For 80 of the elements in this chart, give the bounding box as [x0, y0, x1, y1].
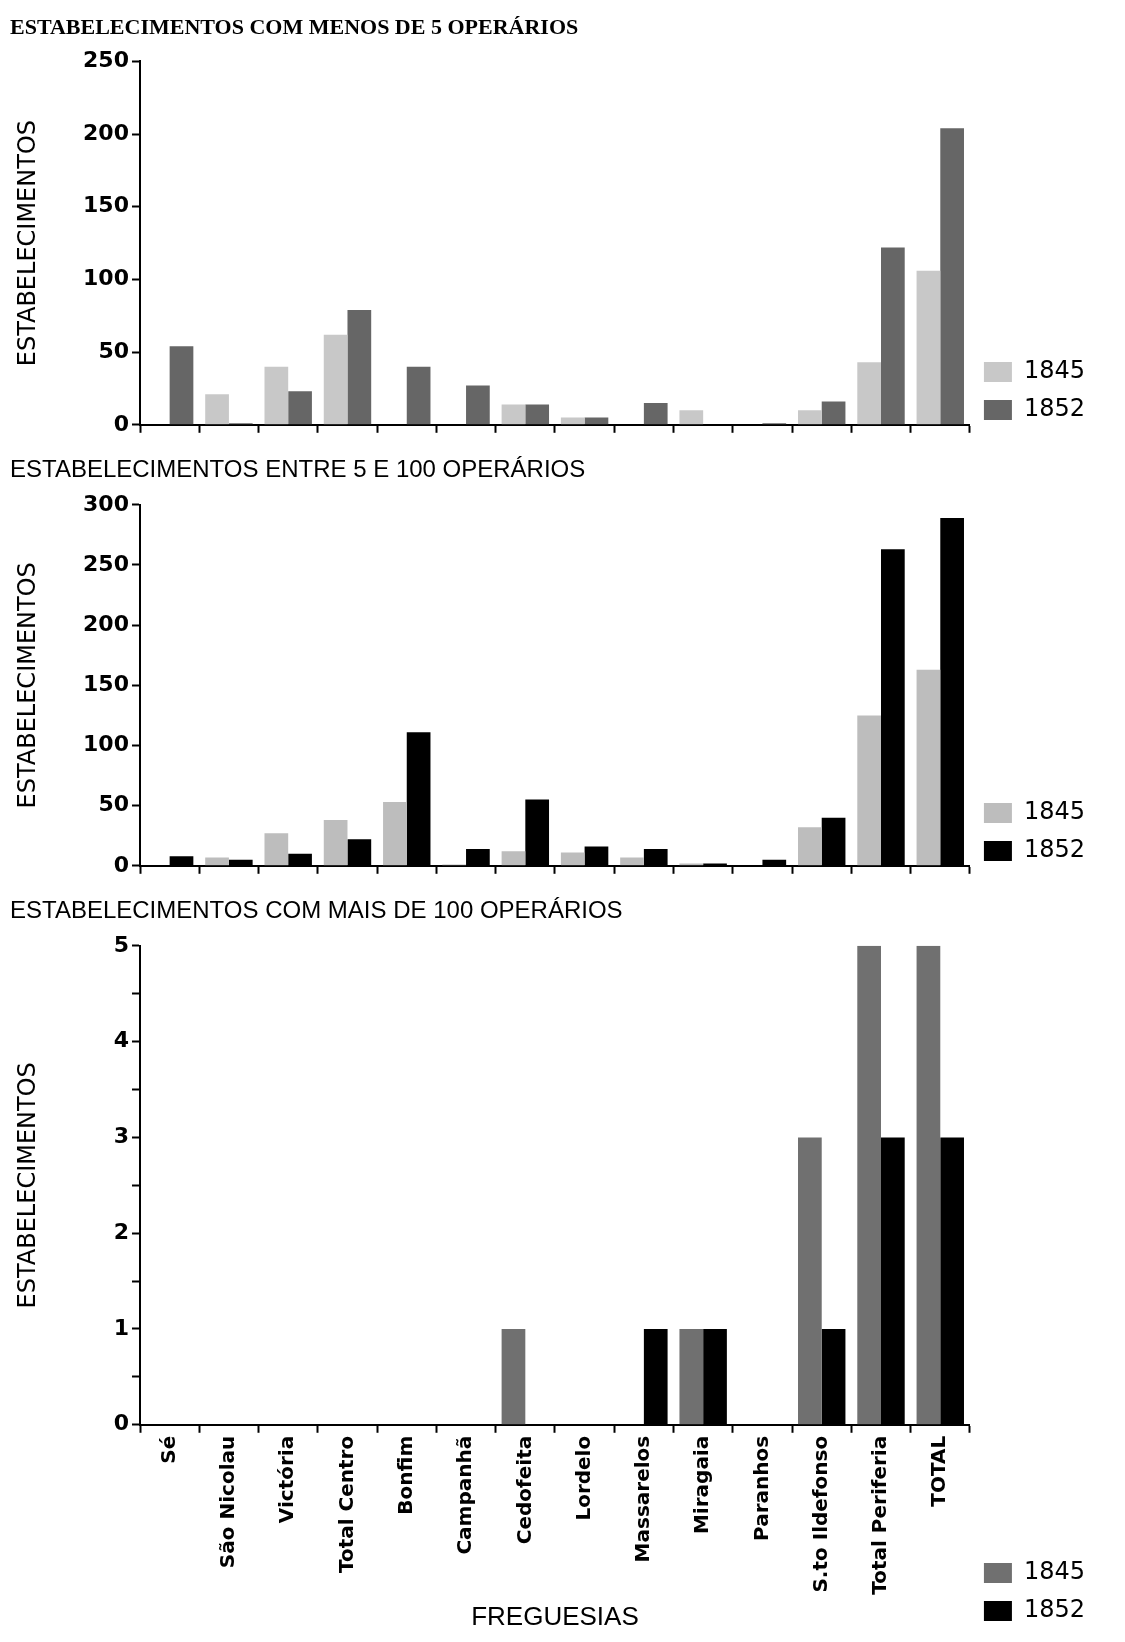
y-tick-label: 300	[83, 490, 129, 516]
y-tick-label: 3	[113, 1123, 129, 1149]
bar	[501, 404, 526, 425]
bar	[323, 820, 348, 866]
y-tick-label: 50	[98, 337, 129, 363]
y-tick-label: 0	[113, 410, 129, 436]
x-tick-label: Cedofeita	[511, 1435, 536, 1545]
y-tick-label: 0	[113, 851, 129, 877]
y-tick-label: 0	[113, 1410, 129, 1436]
y-tick-label: 200	[83, 610, 129, 636]
x-tick-label: TOTAL	[926, 1435, 951, 1507]
y-tick-label: 250	[83, 47, 129, 73]
legend-label: 1852	[1023, 1595, 1085, 1624]
bar	[798, 1137, 822, 1425]
bar	[857, 362, 881, 425]
bar	[798, 410, 822, 425]
y-axis-title: ESTABELECIMENTOS	[12, 119, 41, 367]
y-tick-label: 100	[83, 731, 129, 757]
y-tick-label: 150	[83, 192, 129, 218]
y-tick-label: 250	[83, 550, 129, 576]
bar	[169, 346, 194, 425]
legend-label: 1852	[1023, 394, 1085, 423]
bar	[821, 401, 846, 425]
bar	[525, 404, 550, 425]
bar	[205, 857, 229, 866]
bar	[501, 851, 526, 866]
legend-label: 1845	[1023, 1557, 1085, 1586]
y-tick-label: 1	[113, 1314, 129, 1340]
y-tick-label: 5	[113, 931, 129, 957]
legend-label: 1845	[1023, 797, 1085, 826]
y-tick-label: 50	[98, 791, 129, 817]
bar	[916, 270, 941, 425]
bar	[466, 385, 490, 425]
bar	[347, 309, 372, 425]
chart-title: ESTABELECIMENTOS COM MAIS DE 100 OPERÁRIOS	[10, 896, 623, 924]
legend-label: 1852	[1023, 835, 1085, 864]
bar	[857, 945, 881, 1425]
chart-title: ESTABELECIMENTOS ENTRE 5 E 100 OPERÁRIOS	[10, 455, 586, 483]
bar	[264, 366, 289, 425]
bar	[264, 833, 289, 866]
bar	[916, 669, 941, 866]
bar	[560, 852, 585, 866]
y-axis-title: ESTABELECIMENTOS	[12, 562, 41, 809]
bar	[560, 417, 585, 425]
bar	[288, 391, 312, 425]
bar	[643, 403, 668, 425]
x-tick-label: Massarelos	[630, 1435, 655, 1563]
x-tick-label: Sé	[155, 1435, 180, 1464]
x-tick-label: Victória	[274, 1435, 299, 1524]
bar	[205, 394, 229, 425]
x-tick-label: Campanhã	[452, 1435, 477, 1555]
bar	[881, 247, 905, 425]
y-tick-label: 200	[83, 119, 129, 145]
bar	[857, 715, 881, 866]
x-tick-label: Paranhos	[748, 1435, 773, 1541]
y-axis-title: ESTABELECIMENTOS	[12, 1062, 41, 1309]
bar	[323, 334, 348, 425]
x-tick-label: Total Centro	[333, 1435, 358, 1574]
bar	[501, 1328, 526, 1425]
y-tick-label: 100	[83, 265, 129, 291]
chart-title: ESTABELECIMENTOS COM MENOS DE 5 OPERÁRIOS	[10, 13, 579, 39]
y-tick-label: 150	[83, 671, 129, 697]
bar	[406, 366, 431, 425]
x-tick-label: Miragaia	[689, 1435, 714, 1535]
x-tick-label: S.to Ildefonso	[807, 1435, 832, 1593]
x-axis-title: FREGUESIAS	[471, 1600, 639, 1631]
bar	[798, 827, 822, 866]
bar	[916, 945, 941, 1425]
y-tick-label: 4	[113, 1027, 129, 1053]
x-tick-label: Bonfim	[392, 1435, 417, 1515]
x-tick-label: Lordelo	[570, 1435, 595, 1521]
bar	[679, 1328, 704, 1425]
legend-label: 1845	[1023, 356, 1085, 385]
bar	[679, 410, 704, 425]
bar	[940, 128, 964, 425]
bar	[383, 802, 407, 866]
x-tick-label: Total Periferia	[867, 1435, 892, 1595]
x-tick-label: São Nicolau	[215, 1435, 240, 1569]
bar	[620, 857, 644, 866]
y-tick-label: 2	[113, 1218, 129, 1244]
